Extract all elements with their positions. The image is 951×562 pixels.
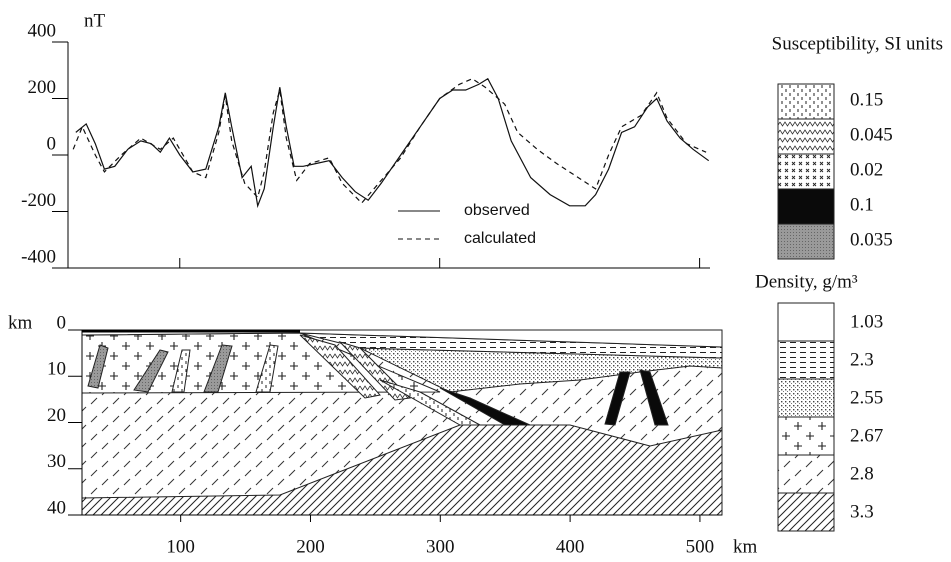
legend-label: 2.67 [850,425,883,446]
body-0-15 [379,379,481,426]
legend-swatch [777,492,835,532]
legend-label: 3.3 [850,501,874,522]
legend-label: 1.03 [850,311,883,332]
legend-label: 0.1 [850,194,874,215]
legend-label: 0.15 [850,89,883,110]
legend-swatch [777,416,835,456]
legend-swatch [777,340,835,380]
x-tick-label: 500 [686,536,715,557]
legend-label: 2.3 [850,349,874,370]
x-tick-label: 400 [556,536,585,557]
y-tick-label: 400 [28,20,57,41]
y-tick-label: -200 [21,190,56,211]
body-0-15 [171,349,191,393]
x-axis-label: km [733,536,758,557]
body-0-035 [87,344,109,389]
legend-swatch [777,223,835,260]
y-tick-label: 10 [47,359,66,380]
cross-section [81,329,723,516]
x-tick-label: 200 [296,536,325,557]
susceptibility-title: Susceptibility, SI units [772,33,943,54]
legend-label: 0.035 [850,229,893,250]
legend-swatch [777,302,835,342]
y-tick-label: -400 [21,246,56,267]
legend-label: observed [464,202,530,219]
y-axis-label: km [8,312,33,333]
legend-swatch [777,454,835,494]
density-title: Density, g/m³ [755,271,858,292]
body-0-15 [255,344,279,393]
body-0-045 [299,334,381,399]
x-tick-label: 300 [426,536,455,557]
y-tick-label: 200 [28,77,57,98]
legend: Susceptibility, SI units Density, g/m³ 0… [755,33,943,532]
section-axes: km km 0 10 20 30 40 100 200 300 400 500 [8,312,758,557]
sediment-2-55 [359,347,723,393]
y-axis-label: nT [84,10,106,31]
y-tick-label: 0 [57,312,67,333]
body-0-1 [604,371,631,426]
legend-swatch [777,378,835,418]
y-tick-label: 30 [47,451,66,472]
y-tick-label: 40 [47,497,66,518]
legend-label: calculated [464,230,536,247]
legend-swatch [777,118,835,155]
body-0-1 [639,369,669,426]
y-tick-label: 20 [47,405,66,426]
legend-label: 0.02 [850,159,883,180]
magnetic-profile: nT -400 -200 0 200 400 observed calculated [21,10,710,269]
data-line [72,78,707,204]
legend-swatch [777,188,835,225]
legend-swatch [777,83,835,120]
y-tick-label: 0 [47,133,57,154]
legend-label: 2.8 [850,463,874,484]
body-0-035 [133,349,169,393]
legend-swatch [777,153,835,190]
body-0-035 [203,344,233,393]
legend-label: 2.55 [850,387,883,408]
x-tick-label: 100 [166,536,195,557]
legend-label: 0.045 [850,124,893,145]
data-line [75,77,710,209]
body-0-1 [439,387,531,426]
